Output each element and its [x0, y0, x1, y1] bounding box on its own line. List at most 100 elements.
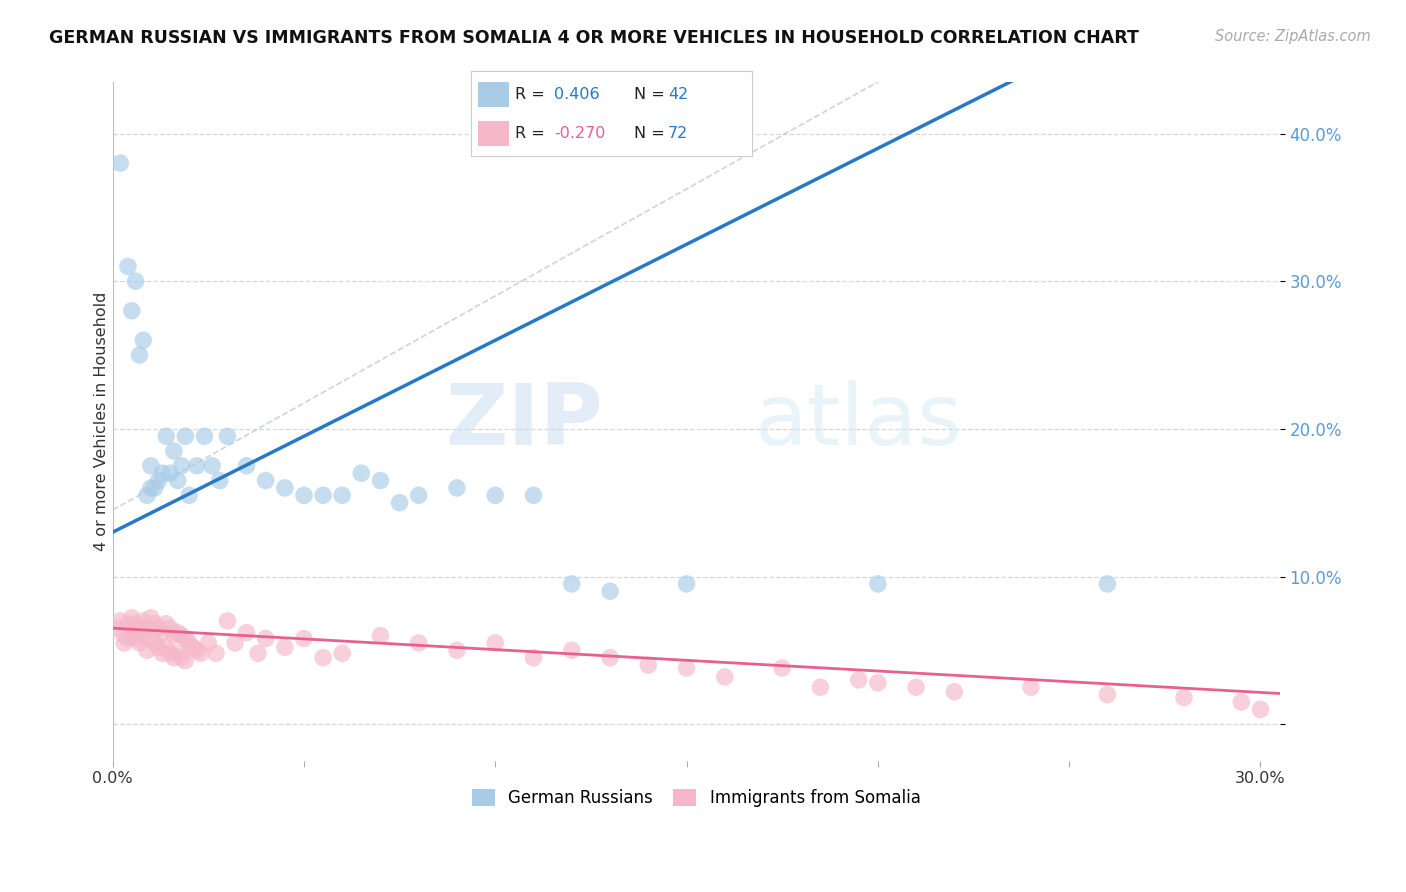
- Text: 72: 72: [668, 126, 688, 141]
- Point: [155, 640, 177, 655]
- Point: [330, 646, 353, 660]
- Point: [186, 643, 208, 657]
- Point: [139, 481, 162, 495]
- Point: [201, 458, 224, 473]
- Point: [128, 621, 150, 635]
- Point: [128, 348, 150, 362]
- Point: [159, 621, 181, 635]
- Point: [446, 643, 468, 657]
- Point: [522, 488, 544, 502]
- Point: [181, 640, 204, 655]
- Bar: [478, 120, 509, 146]
- Point: [132, 333, 155, 347]
- Point: [136, 643, 159, 657]
- Point: [599, 584, 621, 599]
- Y-axis label: 4 or more Vehicles in Household: 4 or more Vehicles in Household: [94, 292, 110, 551]
- Point: [179, 636, 201, 650]
- Point: [675, 661, 697, 675]
- Point: [163, 650, 186, 665]
- Point: [105, 621, 128, 635]
- Point: [637, 658, 659, 673]
- Point: [148, 640, 170, 655]
- Point: [150, 646, 173, 660]
- Point: [117, 616, 139, 631]
- Point: [190, 646, 212, 660]
- Point: [312, 650, 335, 665]
- Point: [186, 458, 208, 473]
- Point: [1173, 690, 1195, 705]
- Point: [599, 650, 621, 665]
- Point: [139, 611, 162, 625]
- Point: [350, 466, 373, 480]
- Text: GERMAN RUSSIAN VS IMMIGRANTS FROM SOMALIA 4 OR MORE VEHICLES IN HOUSEHOLD CORREL: GERMAN RUSSIAN VS IMMIGRANTS FROM SOMALI…: [49, 29, 1139, 46]
- Point: [330, 488, 353, 502]
- Point: [1230, 695, 1253, 709]
- Point: [117, 260, 139, 274]
- Point: [866, 675, 889, 690]
- Text: 42: 42: [668, 87, 688, 102]
- Point: [943, 684, 966, 698]
- Point: [174, 429, 197, 443]
- Point: [163, 629, 186, 643]
- Point: [136, 488, 159, 502]
- Point: [292, 632, 315, 646]
- Point: [166, 625, 188, 640]
- Text: -0.270: -0.270: [554, 126, 606, 141]
- Point: [112, 636, 135, 650]
- Point: [128, 636, 150, 650]
- Point: [408, 636, 430, 650]
- Point: [163, 444, 186, 458]
- Point: [150, 466, 173, 480]
- Text: N =: N =: [634, 87, 665, 102]
- Point: [179, 488, 201, 502]
- Point: [1249, 702, 1271, 716]
- Point: [770, 661, 793, 675]
- Point: [1019, 680, 1042, 694]
- Text: Source: ZipAtlas.com: Source: ZipAtlas.com: [1215, 29, 1371, 44]
- Point: [254, 474, 277, 488]
- Point: [197, 636, 219, 650]
- Point: [124, 616, 146, 631]
- Point: [714, 670, 737, 684]
- Point: [166, 474, 188, 488]
- Point: [170, 650, 193, 665]
- Point: [132, 614, 155, 628]
- Point: [159, 646, 181, 660]
- Point: [148, 474, 170, 488]
- Point: [235, 458, 257, 473]
- Point: [370, 474, 392, 488]
- Point: [205, 646, 228, 660]
- Point: [139, 458, 162, 473]
- Point: [150, 625, 173, 640]
- Point: [121, 303, 143, 318]
- Point: [170, 458, 193, 473]
- Point: [217, 614, 239, 628]
- Point: [170, 629, 193, 643]
- Point: [217, 429, 239, 443]
- Point: [166, 646, 188, 660]
- Point: [159, 466, 181, 480]
- Point: [866, 577, 889, 591]
- Point: [235, 625, 257, 640]
- Point: [148, 621, 170, 635]
- Point: [143, 481, 166, 495]
- Point: [208, 474, 231, 488]
- Point: [174, 632, 197, 646]
- Point: [1097, 688, 1119, 702]
- Point: [247, 646, 270, 660]
- Point: [848, 673, 870, 687]
- Point: [484, 636, 506, 650]
- Text: R =: R =: [515, 87, 544, 102]
- Point: [132, 629, 155, 643]
- Point: [174, 654, 197, 668]
- Text: 0.406: 0.406: [554, 87, 599, 102]
- Point: [254, 632, 277, 646]
- Point: [274, 481, 297, 495]
- Point: [274, 640, 297, 655]
- Point: [388, 496, 411, 510]
- Point: [224, 636, 246, 650]
- Point: [905, 680, 928, 694]
- Point: [522, 650, 544, 665]
- Point: [155, 429, 177, 443]
- Point: [1097, 577, 1119, 591]
